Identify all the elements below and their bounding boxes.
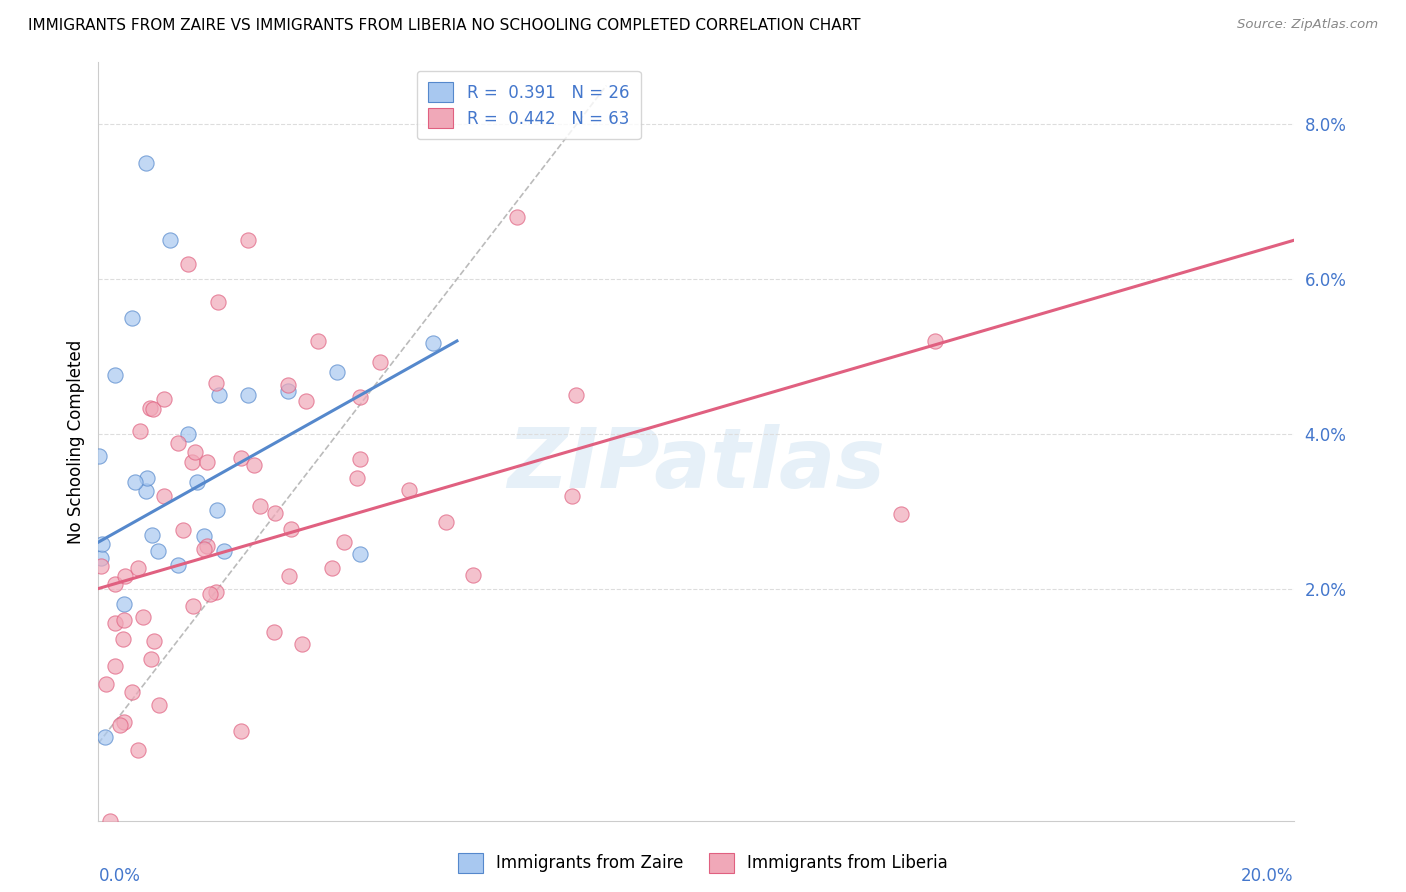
Point [90, 558, 112, 573]
Point [193, 541, 215, 556]
Point [205, 503, 228, 517]
Point [121, 311, 143, 326]
Point [167, 436, 190, 450]
Point [198, 587, 221, 601]
Point [129, 424, 152, 438]
Point [229, 450, 252, 465]
Point [295, 394, 318, 409]
Text: IMMIGRANTS FROM ZAIRE VS IMMIGRANTS FROM LIBERIA NO SCHOOLING COMPLETED CORRELAT: IMMIGRANTS FROM ZAIRE VS IMMIGRANTS FROM… [28, 18, 860, 33]
Point [112, 632, 135, 647]
Point [114, 715, 136, 730]
Point [249, 500, 271, 514]
Point [264, 506, 287, 520]
Point [181, 454, 204, 468]
Point [124, 475, 146, 489]
Point [195, 539, 218, 553]
Point [236, 233, 259, 247]
Point [159, 233, 181, 247]
Point [277, 568, 299, 582]
Point [94, 730, 117, 744]
Point [90, 551, 112, 566]
Text: Source: ZipAtlas.com: Source: ZipAtlas.com [1237, 18, 1378, 31]
Point [104, 576, 127, 591]
Point [148, 544, 170, 558]
Point [148, 698, 170, 712]
Point [131, 609, 153, 624]
Text: ZIPatlas: ZIPatlas [508, 424, 884, 505]
Point [153, 489, 176, 503]
Point [307, 334, 329, 348]
Point [349, 547, 371, 561]
Point [280, 522, 302, 536]
Point [141, 528, 163, 542]
Point [114, 569, 136, 583]
Point [205, 376, 228, 390]
Point [153, 392, 176, 406]
Point [398, 483, 420, 497]
Point [112, 613, 135, 627]
Point [208, 387, 231, 401]
Point [349, 452, 371, 467]
Point [263, 624, 285, 639]
Text: 0.0%: 0.0% [98, 867, 141, 885]
Point [195, 455, 218, 469]
Point [212, 544, 235, 558]
Point [136, 471, 159, 485]
Point [422, 336, 444, 351]
Point [236, 388, 259, 402]
Point [127, 561, 149, 575]
Point [121, 685, 143, 699]
Point [141, 652, 163, 666]
Text: 20.0%: 20.0% [1241, 867, 1294, 885]
Point [321, 560, 343, 574]
Point [127, 743, 149, 757]
Point [193, 529, 215, 543]
Point [349, 390, 371, 404]
Point [143, 633, 166, 648]
Point [104, 659, 127, 673]
Point [104, 615, 127, 630]
Point [172, 523, 194, 537]
Point [94, 677, 117, 691]
Point [141, 402, 163, 417]
Point [186, 475, 208, 489]
Legend: R =  0.391   N = 26, R =  0.442   N = 63: R = 0.391 N = 26, R = 0.442 N = 63 [416, 70, 641, 139]
Point [207, 295, 229, 310]
Y-axis label: No Schooling Completed: No Schooling Completed [66, 340, 84, 543]
Point [177, 257, 200, 271]
Point [277, 384, 299, 398]
Point [461, 567, 484, 582]
Point [434, 516, 457, 530]
Point [112, 597, 135, 611]
Point [565, 388, 588, 402]
Legend: Immigrants from Zaire, Immigrants from Liberia: Immigrants from Zaire, Immigrants from L… [451, 847, 955, 880]
Point [167, 558, 190, 573]
Point [87, 449, 110, 463]
Point [181, 599, 204, 613]
Point [90, 537, 112, 551]
Point [135, 156, 157, 170]
Point [506, 210, 529, 224]
Point [139, 401, 162, 415]
Point [326, 365, 349, 379]
Point [243, 458, 266, 473]
Point [135, 483, 157, 498]
Point [277, 377, 299, 392]
Point [98, 814, 121, 828]
Point [108, 717, 131, 731]
Point [368, 355, 391, 369]
Point [333, 535, 356, 549]
Point [291, 637, 314, 651]
Point [104, 368, 127, 382]
Point [177, 426, 200, 441]
Point [205, 584, 228, 599]
Point [346, 471, 368, 485]
Point [924, 334, 946, 348]
Point [183, 445, 205, 459]
Point [890, 507, 912, 521]
Point [561, 489, 583, 503]
Point [229, 724, 252, 739]
